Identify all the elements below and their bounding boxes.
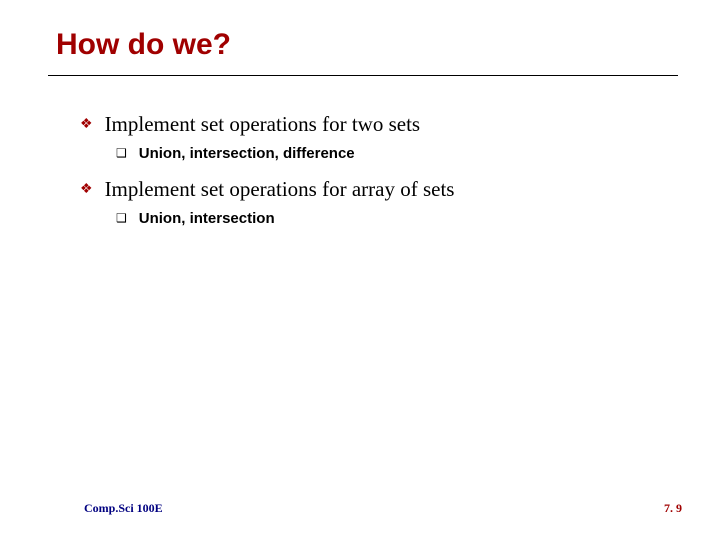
bullet-level2: ❑ Union, intersection [116, 210, 660, 228]
slide-title: How do we? [56, 28, 231, 62]
slide: How do we? ❖ Implement set operations fo… [0, 0, 720, 540]
slide-content: ❖ Implement set operations for two sets … [80, 112, 660, 242]
footer-course: Comp.Sci 100E [84, 501, 163, 516]
bullet-text: Union, intersection [139, 210, 275, 228]
bullet-level2: ❑ Union, intersection, difference [116, 145, 660, 163]
title-underline [48, 75, 678, 76]
bullet-text: Union, intersection, difference [139, 145, 355, 163]
bullet-text: Implement set operations for two sets [105, 112, 421, 137]
square-bullet-icon: ❑ [116, 211, 127, 225]
bullet-level1: ❖ Implement set operations for two sets [80, 112, 660, 137]
footer-page-number: 7. 9 [664, 501, 682, 516]
bullet-text: Implement set operations for array of se… [105, 177, 455, 202]
square-bullet-icon: ❑ [116, 146, 127, 160]
diamond-bullet-icon: ❖ [80, 180, 93, 197]
bullet-level1: ❖ Implement set operations for array of … [80, 177, 660, 202]
diamond-bullet-icon: ❖ [80, 115, 93, 132]
